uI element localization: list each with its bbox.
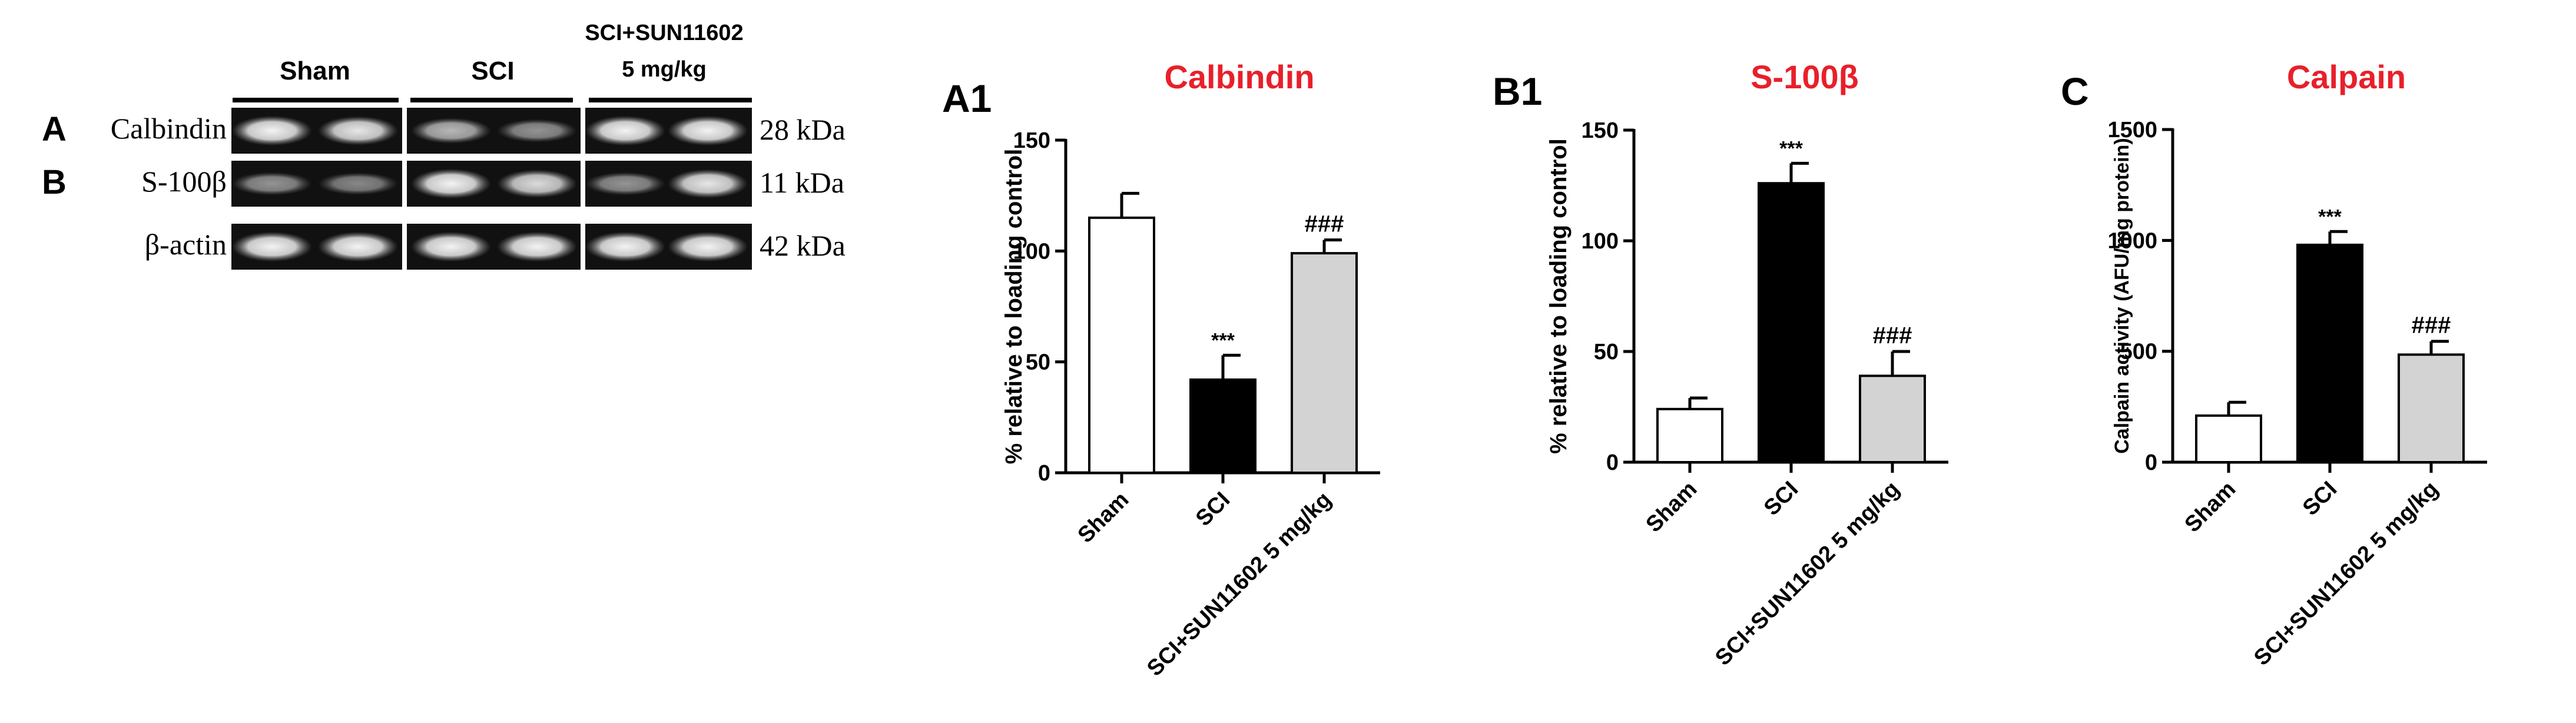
bar [1088, 216, 1155, 474]
blot-band [497, 231, 577, 262]
blot-group-line-treated [589, 98, 752, 102]
blot-strip-gap [581, 224, 585, 270]
y-tick-label: 50 [1026, 350, 1050, 375]
y-tick-label: 0 [2145, 450, 2157, 475]
x-tick-label: SCI [2298, 477, 2342, 521]
significance-label: ### [1873, 323, 1912, 349]
blot-band [411, 118, 491, 144]
blot-band [411, 168, 491, 199]
x-tick-label: Sham [1641, 477, 1702, 538]
chart-title: Calbindin [1164, 58, 1314, 95]
blot-band [318, 116, 398, 145]
western-blot-panel: Sham SCI SCI+SUN11602 5 mg/kg A Calbindin… [42, 21, 846, 270]
blot-kda-label: 28 kDa [760, 113, 846, 146]
bar [1189, 378, 1256, 474]
blot-strip-gap [581, 108, 585, 154]
significance-label: ### [1305, 211, 1344, 237]
blot-panel-letter: A [42, 110, 67, 148]
blot-group-label-sci: SCI [471, 57, 514, 85]
y-tick-label: 1000 [2107, 228, 2157, 253]
y-tick-label: 100 [1582, 229, 1619, 254]
chart-title: Calpain [2287, 58, 2406, 95]
y-axis-label: % relative to loading control [1001, 149, 1027, 465]
chart-title: S-100β [1751, 58, 1859, 95]
blot-band [668, 231, 748, 262]
y-tick-label: 150 [1582, 118, 1619, 143]
x-tick-label: SCI [1759, 477, 1803, 521]
blot-group-line-sham [233, 98, 399, 102]
blot-strip-gap [581, 161, 585, 207]
chart-A1: A1 Calbindin 0 50 100 150% relative to loadin… [942, 58, 1380, 681]
blot-band [497, 119, 577, 142]
blot-band [497, 170, 577, 198]
significance-label: *** [1779, 137, 1803, 160]
bar [1656, 407, 1723, 464]
blot-band [411, 231, 491, 262]
blot-band [585, 231, 665, 262]
blot-group-line-sci [410, 98, 573, 102]
x-tick-label: Sham [2180, 477, 2240, 538]
panel-label: A1 [942, 77, 992, 120]
x-tick-label: SCI [1191, 487, 1235, 532]
blot-group-label-dose: 5 mg/kg [622, 57, 707, 82]
bar [2195, 414, 2262, 464]
significance-label: ### [2412, 313, 2451, 339]
blot-band [232, 172, 312, 195]
y-tick-label: 100 [1013, 239, 1050, 264]
y-tick-label: 0 [1606, 450, 1619, 475]
bar [1291, 252, 1358, 474]
y-tick-label: 500 [2120, 340, 2157, 364]
blot-strip-gap [402, 161, 407, 207]
blot-group-label-sham: Sham [280, 57, 350, 85]
y-tick-label: 1500 [2107, 118, 2157, 142]
blot-band [318, 231, 398, 262]
panel-label: C [2061, 69, 2089, 113]
blot-group-label-treated: SCI+SUN11602 [585, 21, 743, 45]
blot-band [668, 169, 748, 198]
x-tick-label: SCI+SUN11602 5 mg/kg [2249, 477, 2443, 671]
bar [2296, 243, 2363, 463]
x-tick-label: Sham [1073, 487, 1133, 548]
panel-label: B1 [1493, 69, 1542, 113]
y-axis-label: % relative to loading control [1546, 138, 1572, 454]
y-axis-label: Calpain activity (AFU/mg protein) [2111, 138, 2133, 454]
blot-strip-gap [402, 224, 407, 270]
chart-B1: B1 S-100β 0 50 100 150 % relative to loading c… [1493, 58, 1948, 671]
blot-strip-gap [402, 108, 407, 154]
y-tick-label: 50 [1594, 340, 1619, 364]
blot-band [585, 115, 665, 146]
significance-label: *** [1211, 329, 1235, 351]
blot-band [668, 115, 748, 146]
blot-band [585, 172, 665, 195]
bar [2398, 353, 2465, 463]
blot-band [232, 115, 312, 146]
x-tick-label: SCI+SUN11602 5 mg/kg [1710, 477, 1904, 671]
significance-label: *** [2318, 205, 2342, 228]
x-tick-label: SCI+SUN11602 5 mg/kg [1142, 487, 1336, 681]
bar [1758, 182, 1825, 463]
bar [1859, 374, 1926, 463]
blot-protein-label: β-actin [145, 228, 227, 261]
blot-protein-label: S-100β [141, 165, 227, 198]
blot-kda-label: 42 kDa [760, 229, 846, 262]
blot-band [318, 173, 398, 195]
blot-kda-label: 11 kDa [760, 166, 844, 199]
blot-protein-label: Calbindin [111, 112, 227, 145]
blot-panel-letter: B [42, 163, 67, 201]
y-tick-label: 0 [1038, 461, 1050, 486]
y-tick-label: 150 [1013, 128, 1050, 153]
blot-band [232, 231, 312, 262]
